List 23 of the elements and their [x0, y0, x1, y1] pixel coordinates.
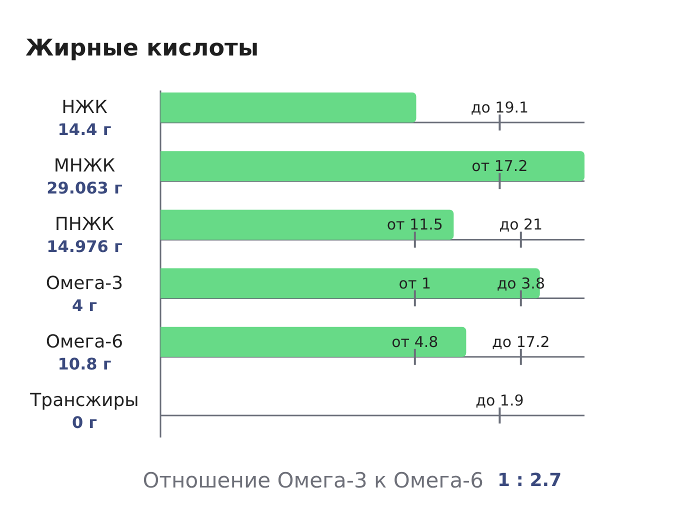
- category-label: Трансжиры: [29, 390, 139, 411]
- data-label: 10.8 г: [58, 354, 112, 374]
- data-label: до 17.2: [492, 332, 550, 351]
- data-label: до 1.9: [476, 392, 524, 410]
- category-label: МНЖК: [54, 156, 116, 177]
- data-label: 29.063 г: [46, 178, 122, 198]
- category-label: НЖК: [62, 97, 108, 118]
- category-label: Омега-6: [46, 331, 124, 352]
- data-label: 14.4 г: [58, 120, 112, 139]
- data-label: от 4.8: [392, 332, 438, 351]
- text: Жирные кислоты: [26, 36, 259, 62]
- data-label: 14.976 г: [46, 237, 122, 256]
- data-label: 4 г: [72, 296, 98, 315]
- data-label: до 21: [499, 216, 543, 234]
- category-label: Омега-3: [46, 272, 124, 294]
- category-label: ПНЖК: [54, 214, 114, 236]
- data-label: от 1: [398, 274, 432, 292]
- text: Отношение Омега-3 к Омега-6: [142, 468, 484, 492]
- data-label: до 19.1: [470, 98, 529, 116]
- text: 1 : 2.7: [498, 470, 562, 491]
- data-label: от 17.2: [472, 157, 528, 176]
- data-label: от 11.5: [386, 216, 443, 234]
- data-label: 0 г: [72, 413, 98, 432]
